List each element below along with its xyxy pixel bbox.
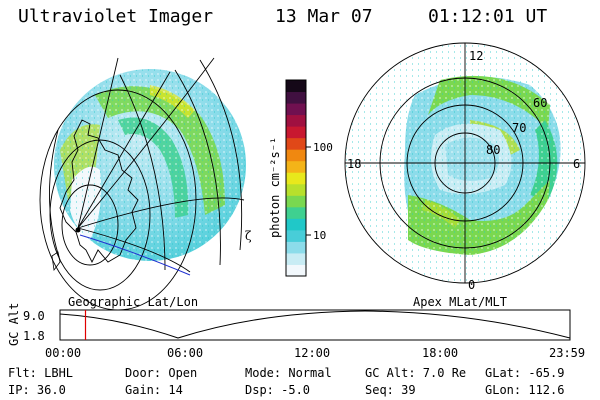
colorbar-cell [286,218,306,231]
colorbar-cell [286,137,306,150]
glon-info: GLon: 112.6 [485,383,565,397]
colorbar-cell [286,80,306,93]
polar-grid [344,42,586,284]
sub-satellite-point [75,227,81,233]
timeline-axis-label: GC Alt [7,303,21,346]
colorbar-cell [286,114,306,127]
mlt-label-18: 18 [347,157,361,171]
timeline-tick-1200: 12:00 [294,346,331,360]
terminator-line [79,234,191,276]
timeline-ymax: 9.0 [23,309,45,323]
colorbar-cell [286,172,306,185]
edge-mark: ζ [245,229,252,243]
gc-alt-timeline: 9.0 1.8 GC Alt [7,303,571,346]
colorbar-unit-label: photon cm⁻²s⁻¹ [268,137,282,238]
mode-info: Mode: Normal [245,366,332,380]
mlat-label-80: 80 [486,143,500,157]
dsp-info: Dsp: -5.0 [245,383,311,397]
colorbar-tick-10: 10 [313,229,326,242]
timeline-ymin: 1.8 [23,329,45,343]
gain-info: Gain: 14 [125,383,183,397]
colorbar-cell [286,183,306,196]
gc-alt-info: GC Alt: 7.0 Re [365,366,467,380]
mlat-label-60: 60 [533,96,547,110]
orbit-altitude-curve [59,310,571,339]
colorbar-cell [286,241,306,254]
colorbar-cell [286,229,306,242]
right-panel-caption: Apex MLat/MLT [413,295,507,309]
geographic-image [50,69,246,270]
colorbar-cell [286,160,306,173]
mlat-label-70: 70 [512,121,526,135]
timeline-tick-1800: 18:00 [422,346,459,360]
door-info: Door: Open [125,366,198,380]
colorbar-cell [286,264,306,277]
colorbar-cell [286,195,306,208]
colorbar-cell [286,126,306,139]
colorbar-cell [286,149,306,162]
coastline [59,119,139,264]
colorbar-cell [286,103,306,116]
time-label: 01:12:01 UT [428,6,548,27]
seq-info: Seq: 39 [365,383,416,397]
polar-labels: 12 18 6 0 60 70 80 [347,49,580,292]
colorbar-cell [286,91,306,104]
timeline-tick-2359: 23:59 [549,346,586,360]
glat-info: GLat: -65.9 [485,366,565,380]
left-panel-caption: Geographic Lat/Lon [68,295,199,309]
mlt-label-6: 6 [573,157,580,171]
colorbar-tick-100: 100 [313,141,333,154]
colorbar: 100 10 photon cm⁻²s⁻¹ [268,79,333,277]
ip-info: IP: 36.0 [8,383,66,397]
timeline-tick-0000: 00:00 [45,346,82,360]
filter-info: Flt: LBHL [8,366,74,380]
colorbar-cell [286,252,306,265]
date-label: 13 Mar 07 [275,6,373,27]
mlt-label-12: 12 [469,49,483,63]
colorbar-cell [286,206,306,219]
timeline-tick-0600: 06:00 [167,346,204,360]
mlt-label-0: 0 [468,278,475,292]
coastline-island [51,251,61,272]
instrument-title: Ultraviolet Imager [18,6,214,27]
